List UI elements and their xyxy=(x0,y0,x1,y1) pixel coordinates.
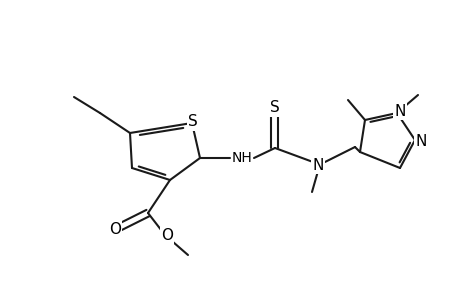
Text: S: S xyxy=(188,115,197,130)
Text: N: N xyxy=(393,103,405,118)
Text: S: S xyxy=(269,100,279,116)
Text: NH: NH xyxy=(231,151,252,165)
Text: O: O xyxy=(161,229,173,244)
Text: N: N xyxy=(414,134,426,148)
Text: O: O xyxy=(109,221,121,236)
Text: N: N xyxy=(312,158,323,172)
